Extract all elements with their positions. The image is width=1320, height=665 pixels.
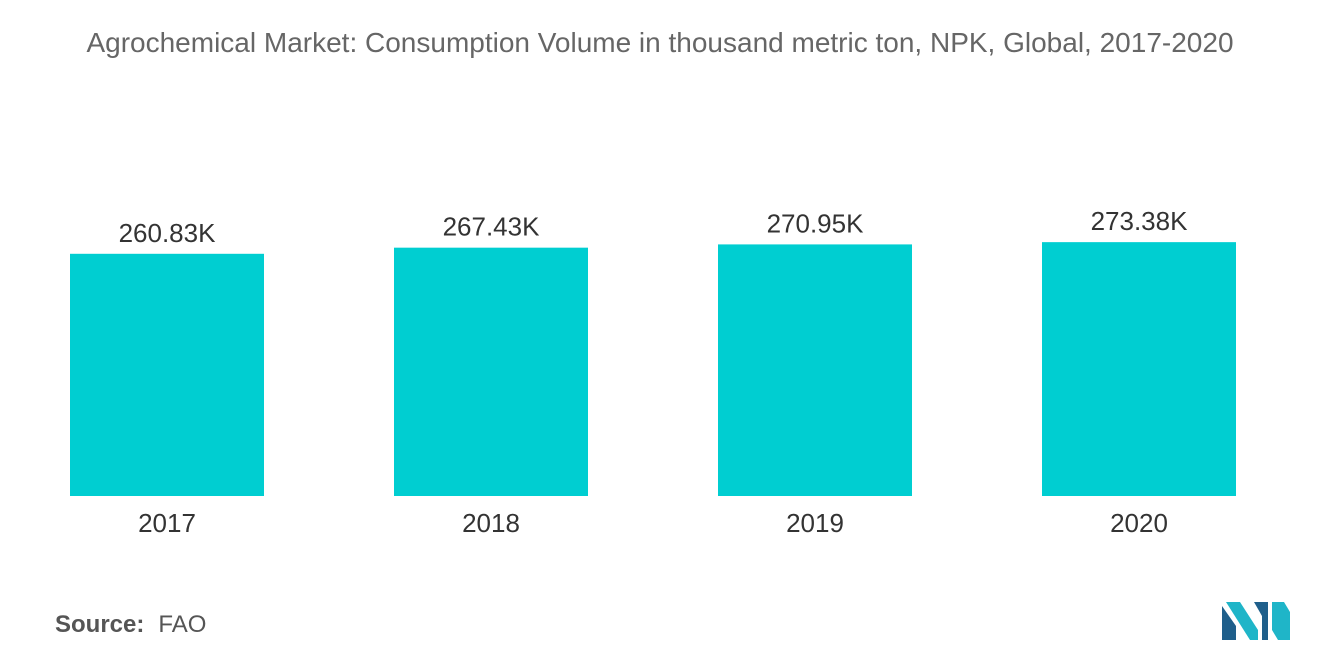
bar-2019 — [718, 244, 912, 496]
x-tick-label-2019: 2019 — [786, 508, 844, 538]
x-tick-label-2018: 2018 — [462, 508, 520, 538]
bar-2017 — [70, 253, 264, 496]
mordor-intelligence-logo-icon — [1222, 602, 1290, 640]
data-label-2019: 270.95K — [767, 208, 865, 238]
source-note: Source: FAO — [55, 611, 206, 639]
chart-title: Agrochemical Market: Consumption Volume … — [86, 27, 1234, 58]
bar-2018 — [394, 247, 588, 496]
x-tick-label-2020: 2020 — [1110, 508, 1168, 538]
source-label: Source: — [55, 611, 145, 638]
bar-2020 — [1042, 242, 1236, 496]
data-label-2020: 273.38K — [1091, 206, 1189, 236]
source-value: FAO — [158, 611, 207, 638]
x-tick-label-2017: 2017 — [138, 508, 196, 538]
data-label-2018: 267.43K — [443, 212, 541, 242]
data-label-2017: 260.83K — [119, 218, 217, 248]
